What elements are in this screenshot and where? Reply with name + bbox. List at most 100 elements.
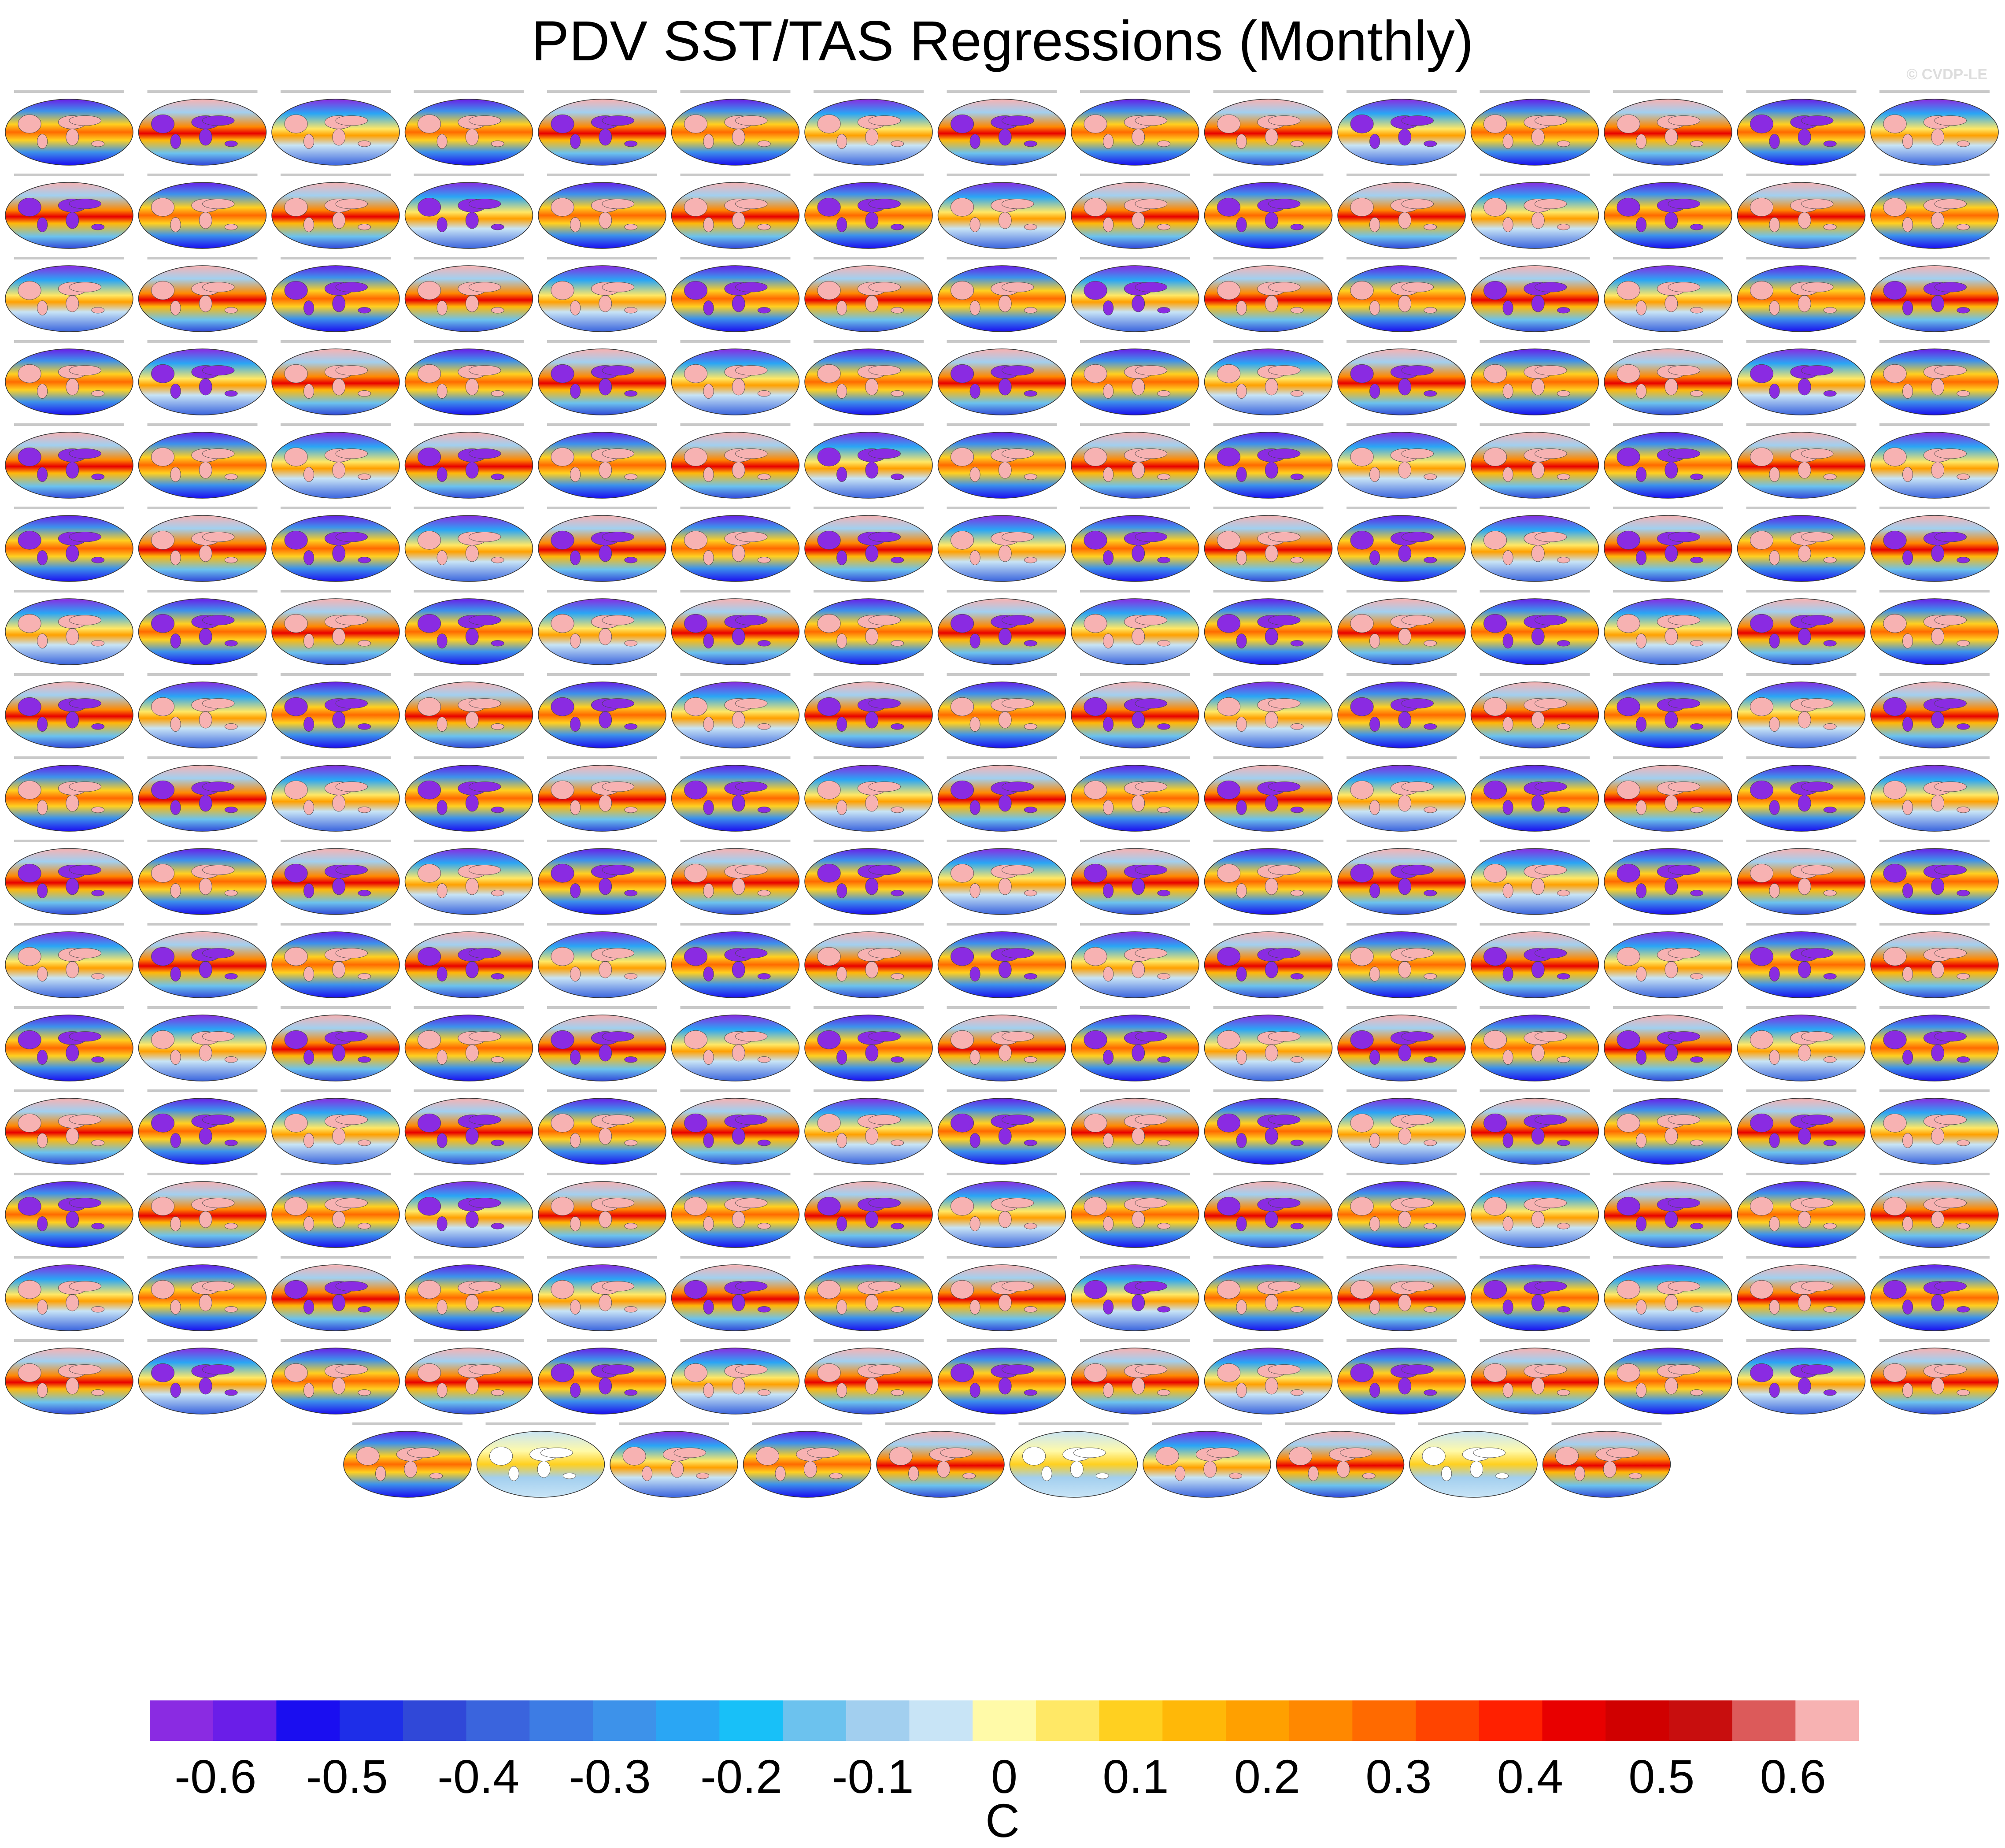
map-land bbox=[757, 390, 771, 397]
map-land bbox=[69, 1364, 101, 1375]
colorbar-swatch bbox=[1225, 1700, 1290, 1741]
map-land bbox=[1362, 1473, 1376, 1479]
regression-map-panel bbox=[1470, 1339, 1599, 1415]
map-land bbox=[865, 295, 879, 312]
regression-map-panel bbox=[1337, 507, 1466, 582]
map-land bbox=[1931, 1044, 1945, 1062]
panel-caption bbox=[1613, 756, 1723, 759]
map-land bbox=[1957, 1140, 1970, 1146]
map-land bbox=[1801, 948, 1834, 959]
map-land bbox=[1103, 800, 1114, 815]
map-land bbox=[969, 633, 980, 648]
map-land bbox=[1217, 1196, 1241, 1216]
regression-map-panel bbox=[1337, 1256, 1466, 1331]
map-land bbox=[1934, 865, 1967, 875]
colorbar-tick-label: -0.1 bbox=[832, 1750, 914, 1803]
map-land bbox=[1070, 1461, 1084, 1478]
panel-caption bbox=[680, 423, 791, 426]
map-land bbox=[1502, 300, 1513, 315]
map-land bbox=[1350, 1113, 1374, 1133]
map-land bbox=[969, 300, 980, 315]
panel-caption bbox=[1746, 257, 1857, 259]
map-land bbox=[1617, 1363, 1640, 1382]
map-land bbox=[735, 781, 768, 792]
map-land bbox=[335, 698, 368, 709]
panel-caption bbox=[947, 423, 1057, 426]
map-land bbox=[1934, 365, 1967, 376]
map-land bbox=[684, 447, 708, 467]
map-land bbox=[1229, 1473, 1243, 1479]
panel-caption bbox=[1080, 257, 1190, 259]
map-land bbox=[465, 1128, 479, 1145]
map-land bbox=[1290, 723, 1304, 730]
regression-map-panel bbox=[1276, 1422, 1405, 1498]
colorbar-swatch bbox=[1668, 1700, 1733, 1741]
map-land bbox=[1798, 878, 1811, 895]
map-land bbox=[1636, 1383, 1647, 1398]
regression-map-panel bbox=[1204, 923, 1333, 998]
map-land bbox=[1268, 1031, 1301, 1042]
map-land bbox=[1801, 1115, 1834, 1125]
map-land bbox=[1265, 545, 1278, 562]
map-land bbox=[1132, 1211, 1145, 1228]
map-land bbox=[224, 807, 238, 813]
regression-map-panel bbox=[1204, 90, 1333, 166]
panel-caption bbox=[281, 174, 391, 176]
map-land bbox=[303, 217, 314, 232]
map-land bbox=[284, 281, 308, 300]
map-land bbox=[1424, 1306, 1437, 1313]
map-land bbox=[284, 614, 308, 633]
regression-map-panel bbox=[671, 840, 800, 915]
regression-map-panel bbox=[1071, 1173, 1199, 1248]
map-land bbox=[1350, 947, 1374, 966]
map-land bbox=[551, 947, 574, 966]
map-land bbox=[1902, 1216, 1913, 1231]
map-land bbox=[1502, 633, 1513, 648]
map-land bbox=[602, 1031, 634, 1042]
colorbar-unit: C bbox=[985, 1794, 1020, 1847]
map-land bbox=[1883, 1113, 1907, 1133]
map-land bbox=[951, 614, 974, 633]
map-land bbox=[1483, 530, 1507, 550]
panel-caption bbox=[1480, 1173, 1590, 1175]
map-land bbox=[1401, 448, 1434, 459]
map-land bbox=[624, 1223, 638, 1230]
regression-map-panel bbox=[271, 174, 400, 249]
map-land bbox=[1398, 1044, 1412, 1062]
map-land bbox=[37, 967, 48, 981]
regression-map-panel bbox=[1604, 756, 1732, 832]
colorbar-tick-label: 0.6 bbox=[1760, 1750, 1826, 1803]
map-land bbox=[1823, 1140, 1837, 1146]
map-land bbox=[1557, 807, 1570, 813]
map-land bbox=[865, 378, 879, 396]
regression-map-panel bbox=[804, 174, 933, 249]
map-land bbox=[891, 1056, 904, 1063]
panel-caption bbox=[14, 1006, 124, 1009]
map-land bbox=[1265, 1128, 1278, 1145]
map-land bbox=[37, 883, 48, 898]
map-land bbox=[570, 300, 581, 315]
map-land bbox=[1823, 807, 1837, 813]
panel-caption bbox=[547, 673, 657, 676]
map-land bbox=[551, 197, 574, 217]
map-land bbox=[418, 197, 441, 217]
map-land bbox=[1535, 282, 1567, 293]
colorbar-swatch bbox=[783, 1700, 847, 1741]
panel-caption bbox=[1080, 423, 1190, 426]
map-land bbox=[91, 640, 105, 647]
map-land bbox=[1902, 633, 1913, 648]
map-land bbox=[1531, 545, 1545, 562]
colorbar-swatch bbox=[1099, 1700, 1163, 1741]
map-land bbox=[18, 1196, 41, 1216]
panel-caption bbox=[814, 90, 924, 93]
map-land bbox=[735, 448, 768, 459]
map-land bbox=[1769, 800, 1780, 815]
panel-caption bbox=[1746, 840, 1857, 842]
map-land bbox=[829, 1473, 843, 1479]
map-land bbox=[1369, 1050, 1380, 1065]
panel-caption bbox=[1879, 1089, 1990, 1092]
map-land bbox=[1931, 1294, 1945, 1311]
map-land bbox=[1236, 1133, 1247, 1148]
map-land bbox=[1750, 1280, 1774, 1299]
map-land bbox=[1557, 1389, 1570, 1396]
